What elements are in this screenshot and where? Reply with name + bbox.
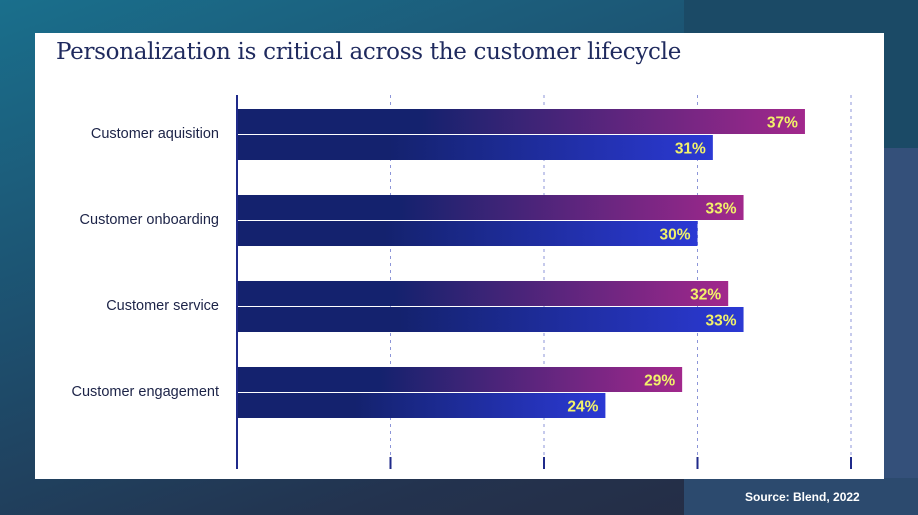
category-label: Customer onboarding: [80, 212, 219, 228]
bar-chart: Customer aquisition 37% 31% Customer onboar…: [72, 95, 852, 469]
background-block-bottom: [684, 478, 918, 515]
bar: [237, 109, 805, 134]
category-label: Customer service: [106, 298, 219, 314]
data-label: 29%: [644, 373, 675, 390]
data-label: 33%: [706, 313, 737, 330]
category-label: Customer aquisition: [91, 126, 219, 142]
bar: [237, 221, 698, 246]
data-label: 33%: [706, 201, 737, 218]
category-label: Customer engagement: [72, 384, 220, 400]
bar: [237, 195, 744, 220]
bar: [237, 281, 729, 306]
chart-title: Personalization is critical across the c…: [56, 39, 682, 65]
data-label: 24%: [567, 399, 598, 416]
background-block-right: [884, 148, 918, 478]
bar: [237, 307, 744, 332]
source-note: Source: Blend, 2022: [745, 490, 860, 504]
data-label: 37%: [767, 115, 798, 132]
data-label: 30%: [659, 227, 690, 244]
bar: [237, 367, 683, 392]
chart-panel: Personalization is critical across the c…: [35, 33, 884, 479]
data-label: 32%: [690, 287, 721, 304]
data-label: 31%: [675, 141, 706, 158]
bar: [237, 135, 713, 160]
bar: [237, 393, 606, 418]
